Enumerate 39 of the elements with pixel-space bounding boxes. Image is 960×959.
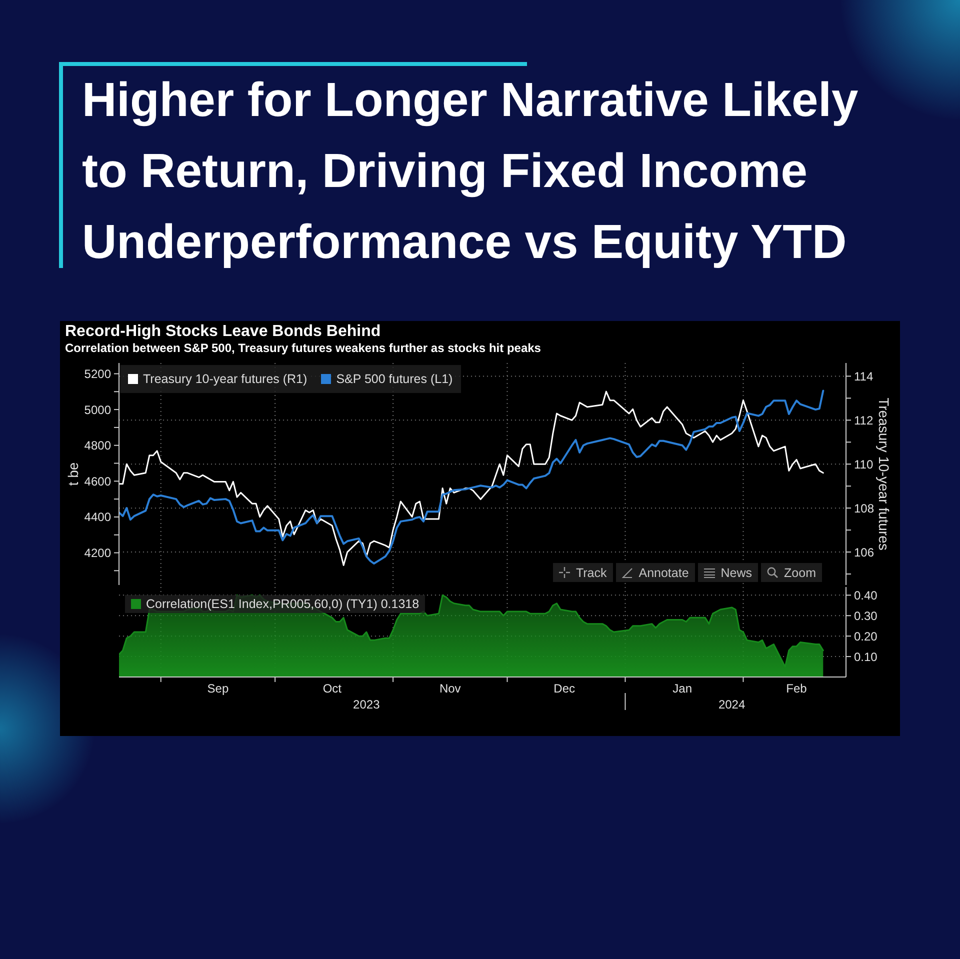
annotation: Track xyxy=(576,566,607,580)
y-tick-label: 0.10 xyxy=(854,650,878,664)
y-tick-label: 0.20 xyxy=(854,629,878,644)
text: Higher for Longer Narrative Likely to Return, Driving Fixed Income Underperformance vs Equity YTD xyxy=(82,73,860,271)
y-tick-label: 5000 xyxy=(84,402,112,417)
y-tick-label: 4800 xyxy=(84,438,112,453)
y-tick-label: 0.40 xyxy=(854,588,878,602)
y2-tick-label: 106 xyxy=(854,545,874,560)
y-tick-label: 4600 xyxy=(84,474,112,488)
y2-tick-label: 108 xyxy=(854,501,874,516)
x2-tick-label: 2023 xyxy=(353,698,380,712)
toolbar-button: Annotate xyxy=(616,563,695,582)
legend-label: Correlation(ES1 Index,PR005,60,0) (TY1) 0.1318 xyxy=(146,597,420,611)
toolbar-button: Track xyxy=(552,563,613,582)
toolbar-button: News xyxy=(698,563,758,582)
annotation: Annotate xyxy=(638,566,689,580)
x-tick-label: Sep xyxy=(207,682,229,696)
chart-title: Record-High Stocks Leave Bonds Behind xyxy=(65,323,381,341)
x-tick-label: Nov xyxy=(439,682,461,696)
y2-tick-label: 110 xyxy=(854,457,874,472)
legend-label: Treasury 10-year futures (R1) xyxy=(143,372,308,386)
annotation: Zoom xyxy=(784,566,816,580)
y-axis-title: t be xyxy=(65,462,81,486)
y2-tick-label: 114 xyxy=(854,369,874,384)
y-tick-label: 0.30 xyxy=(854,608,878,623)
x-tick-label: Jan xyxy=(672,682,692,696)
x-tick-label: Feb xyxy=(786,682,808,696)
x2-tick-label: 2024 xyxy=(718,698,746,712)
chart-subtitle: Correlation between S&P 500, Treasury futures weakens further as stocks hit peaks xyxy=(65,341,541,355)
y-tick-label: 4400 xyxy=(84,510,112,524)
y-tick-label: 4200 xyxy=(84,546,112,560)
y2-tick-label: 112 xyxy=(854,413,874,428)
y-tick-label: 5200 xyxy=(84,367,112,381)
x-tick-label: Dec xyxy=(554,682,576,696)
toolbar-button: Zoom xyxy=(761,563,822,582)
x-tick-label: Oct xyxy=(322,682,342,696)
legend-label: S&P 500 futures (L1) xyxy=(336,372,453,386)
annotation: News xyxy=(720,566,752,580)
y2-axis-title: Treasury 10-year futures xyxy=(876,398,892,550)
